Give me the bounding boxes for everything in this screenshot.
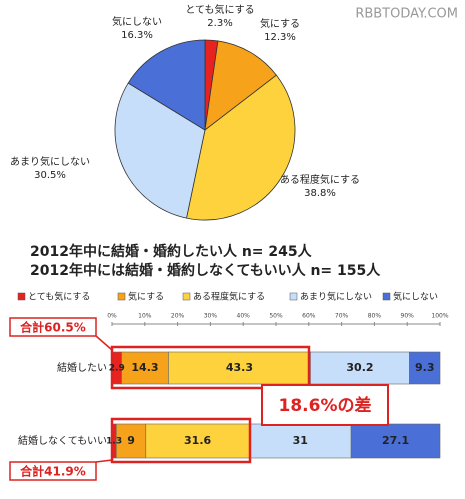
bar-segment — [115, 423, 147, 459]
data-label: 43.3 — [226, 361, 253, 374]
annotation: 合計60.5% — [20, 320, 86, 335]
x-tick-label: 80% — [368, 313, 382, 320]
slice-label: 気にしない — [112, 15, 162, 28]
slice-value: 12.3% — [264, 32, 296, 43]
legend-label: 気にする — [128, 291, 164, 303]
annotation-box — [261, 384, 389, 426]
watermark: RBBTODAY.COM — [355, 7, 458, 22]
slice-label: とても気にする — [185, 3, 254, 16]
x-tick-label: 100% — [431, 313, 448, 320]
slice-value: 2.3% — [207, 18, 232, 29]
chart-subtitle: 2012年中には結婚・婚約しなくてもいい人 n= 155人 — [30, 262, 381, 279]
pie-slice — [127, 39, 206, 131]
bar-segment — [145, 423, 250, 459]
connector — [95, 459, 113, 463]
slice-label: ある程度気にする — [280, 173, 360, 186]
x-tick-label: 20% — [171, 313, 185, 320]
x-tick-label: 0% — [107, 313, 117, 320]
legend-label: とても気にする — [28, 291, 90, 303]
data-label: 31.6 — [184, 434, 211, 447]
bar-segment — [168, 351, 311, 385]
x-tick-label: 30% — [204, 313, 218, 320]
y-tick-label: 結婚したい — [57, 361, 107, 374]
connector — [95, 335, 113, 351]
x-tick-label: 70% — [335, 313, 349, 320]
x-tick-label: 40% — [237, 313, 251, 320]
annotation-box — [9, 317, 97, 337]
pie-slice — [186, 74, 296, 221]
bar-segment — [249, 423, 352, 459]
legend-swatch — [382, 292, 391, 301]
data-label: 27.1 — [382, 434, 409, 447]
slice-label: あまり気にしない — [10, 155, 90, 168]
y-tick-label: 結婚しなくてもいい — [18, 434, 107, 447]
data-label: 1.3 — [106, 437, 122, 447]
highlight-box — [110, 345, 311, 390]
data-label: 9.3 — [415, 361, 435, 374]
annotation: 合計41.9% — [20, 464, 86, 479]
pie-slice — [114, 82, 206, 219]
pie-slice — [204, 40, 277, 131]
data-label: 2.9 — [109, 364, 125, 374]
legend-swatch — [17, 292, 26, 301]
slice-value: 16.3% — [121, 30, 153, 41]
bar-segment — [350, 423, 441, 459]
data-label: 9 — [127, 434, 135, 447]
bar-segment — [409, 351, 441, 385]
legend-swatch — [182, 292, 191, 301]
annotation-box — [9, 461, 97, 481]
legend-label: 気にしない — [393, 291, 438, 303]
data-label: 31 — [293, 434, 308, 447]
slice-label: 気にする — [260, 17, 300, 30]
slice-value: 38.8% — [304, 188, 336, 199]
slice-value: 30.5% — [34, 170, 66, 181]
legend-swatch — [289, 292, 298, 301]
legend-label: あまり気にしない — [300, 291, 372, 303]
data-label: 14.3 — [131, 361, 158, 374]
legend-label: ある程度気にする — [193, 291, 265, 303]
x-tick-label: 10% — [138, 313, 152, 320]
x-tick-label: 50% — [269, 313, 283, 320]
chart-title: 2012年中に結婚・婚約したい人 n= 245人 — [30, 243, 313, 260]
legend-swatch — [117, 292, 126, 301]
highlight-box — [110, 417, 252, 464]
data-label: 30.2 — [346, 361, 373, 374]
annotation: 18.6%の差 — [279, 395, 372, 416]
x-tick-label: 90% — [401, 313, 415, 320]
x-tick-label: 60% — [302, 313, 316, 320]
